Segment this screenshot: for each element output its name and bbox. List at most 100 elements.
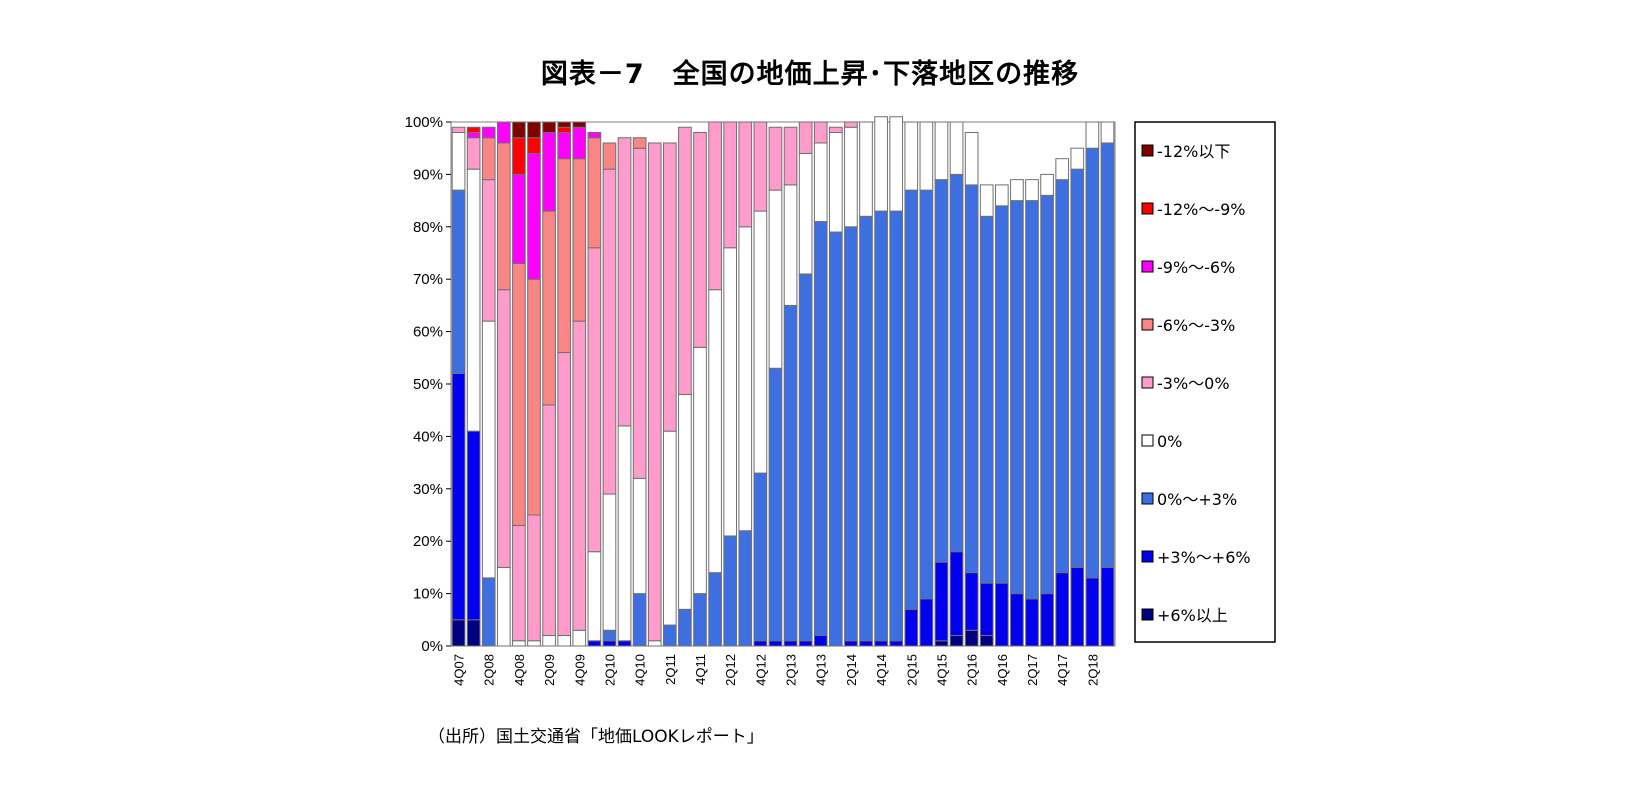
bar-segment-3Q18-s1: [1100, 566, 1115, 647]
bar-segment-1Q08-s3: [466, 168, 481, 432]
y-tick-label: 10%: [413, 586, 443, 603]
bar-segment-4Q14-s2: [874, 210, 888, 642]
bar-segment-2Q17-s3: [1025, 179, 1039, 202]
bar-segment-2Q15-s1: [904, 608, 919, 647]
bar-segment-2Q14-s2: [844, 226, 858, 642]
bar-segment-2Q08-s3: [481, 320, 496, 579]
bar-segment-1Q08-s7: [466, 126, 481, 133]
bar-segment-4Q12-s1: [753, 640, 768, 647]
x-tick-label: 2Q17: [1025, 654, 1040, 686]
y-tick-label: 100%: [405, 114, 443, 131]
source-note: （出所）国土交通省「地価LOOKレポート」: [428, 727, 764, 747]
legend-label: -6%～-3%: [1157, 316, 1235, 335]
x-tick-label: 2Q12: [723, 654, 738, 686]
legend-label: -9%～-6%: [1157, 258, 1235, 277]
bar-segment-3Q17-s2: [1040, 194, 1054, 595]
legend-swatch: [1141, 376, 1154, 389]
x-tick-label: 4Q07: [452, 654, 467, 686]
bar-segment-3Q14-s2: [859, 215, 873, 642]
bar-segment-4Q12-s4: [753, 121, 768, 212]
bar-segment-1Q12-s3: [708, 289, 722, 574]
bar-segment-2Q15-s3: [904, 121, 919, 191]
bar-segment-1Q14-s2: [828, 231, 843, 647]
bar-segment-3Q15-s3: [919, 121, 934, 191]
bar-segment-1Q13-s3: [768, 189, 783, 369]
bar-segment-3Q17-s1: [1040, 593, 1054, 647]
bar-segment-1Q08-s4: [466, 137, 481, 170]
bar-segment-4Q09-s4: [572, 320, 587, 631]
bar-segment-1Q10-s3: [587, 551, 602, 642]
bar-segment-1Q15-s2: [889, 210, 904, 642]
bar-segment-4Q11-s4: [693, 131, 707, 348]
legend-swatch: [1141, 260, 1154, 273]
bar-segment-2Q12-s3: [723, 247, 738, 537]
legend-label: -12%以下: [1157, 142, 1230, 161]
bar-segment-4Q07-s0: [451, 619, 466, 647]
bar-segment-3Q08-s5: [496, 142, 511, 291]
legend-swatch: [1141, 434, 1154, 447]
bar-segment-1Q17-s3: [1010, 179, 1024, 202]
legend-box: [1134, 121, 1276, 643]
bar-segment-2Q08-s4: [481, 179, 496, 322]
bar-segment-3Q15-s1: [919, 598, 934, 647]
bar-segment-1Q09-s4: [527, 514, 541, 642]
bar-segment-2Q08-s2: [481, 577, 496, 647]
bar-segment-2Q10-s3: [602, 493, 617, 631]
bar-segment-4Q09-s5: [572, 158, 587, 322]
bar-segment-1Q13-s2: [768, 367, 783, 642]
bar-segment-1Q18-s3: [1070, 147, 1085, 170]
bar-segment-1Q16-s3: [949, 121, 964, 175]
bar-segment-2Q10-s5: [602, 142, 617, 170]
bar-segment-2Q10-s4: [602, 168, 617, 495]
x-tick-label: 2Q15: [904, 654, 919, 686]
bar-segment-3Q11-s3: [678, 393, 692, 610]
bar-segment-3Q15-s2: [919, 189, 934, 600]
legend-label: 0%: [1157, 432, 1182, 451]
bar-segment-4Q17-s3: [1055, 158, 1070, 181]
bar-segment-1Q18-s2: [1070, 168, 1085, 568]
bar-segment-4Q16-s2: [994, 205, 1009, 584]
bar-segment-4Q17-s2: [1055, 179, 1070, 574]
bar-segment-1Q15-s1: [889, 640, 904, 647]
bar-segment-2Q11-s3: [662, 430, 677, 626]
bar-segment-3Q18-s3: [1100, 121, 1115, 144]
bar-segment-1Q17-s1: [1010, 593, 1024, 647]
bar-segment-1Q12-s4: [708, 121, 722, 291]
bar-segment-3Q10-s1: [617, 640, 632, 647]
bar-segment-3Q09-s6: [557, 131, 572, 160]
x-tick-label: 2Q16: [965, 654, 980, 686]
bar-segment-4Q15-s1: [934, 561, 949, 642]
bar-segment-1Q08-s1: [466, 430, 481, 621]
x-axis: 4Q07 2Q08 4Q08 2Q09 4Q09 2Q10 4Q10 2Q11 4Q11 2Q12…: [452, 654, 1101, 686]
bar-segment-1Q08-s6: [466, 131, 481, 139]
bar-segment-3Q09-s3: [557, 635, 572, 647]
bar-segment-4Q12-s2: [753, 472, 768, 642]
bar-segment-2Q09-s6: [542, 131, 556, 212]
x-tick-label: 4Q09: [572, 654, 587, 686]
bar-segment-3Q13-s3: [798, 152, 813, 275]
bar-segment-2Q17-s2: [1025, 200, 1039, 600]
bar-segment-1Q17-s2: [1010, 200, 1024, 595]
bar-segment-3Q16-s0: [979, 635, 994, 647]
bar-segment-3Q12-s2: [738, 530, 753, 647]
bar-segment-3Q09-s5: [557, 158, 572, 354]
legend-label: 0%～+3%: [1157, 490, 1237, 509]
bar-segment-2Q14-s4: [844, 121, 858, 128]
bar-segment-3Q12-s4: [738, 121, 753, 228]
bar-segment-4Q13-s2: [813, 221, 828, 637]
bar-segment-2Q17-s1: [1025, 598, 1039, 647]
x-tick-label: 4Q08: [512, 654, 527, 686]
legend-swatch: [1141, 318, 1154, 331]
bar-segment-4Q08-s7: [512, 137, 526, 175]
bar-segment-2Q13-s2: [783, 304, 798, 642]
bar-segment-3Q17-s3: [1040, 173, 1054, 196]
bar-segment-4Q08-s4: [512, 524, 526, 642]
x-tick-label: 4Q16: [995, 654, 1010, 686]
bar-segment-4Q14-s1: [874, 640, 888, 647]
bar-segment-4Q11-s2: [693, 593, 707, 647]
bar-segment-4Q16-s3: [994, 184, 1009, 207]
bar-segment-2Q13-s3: [783, 184, 798, 306]
bar-segment-3Q08-s3: [496, 566, 511, 647]
chart-title: 図表－7 全国の地価上昇･下落地区の推移: [540, 59, 1080, 90]
